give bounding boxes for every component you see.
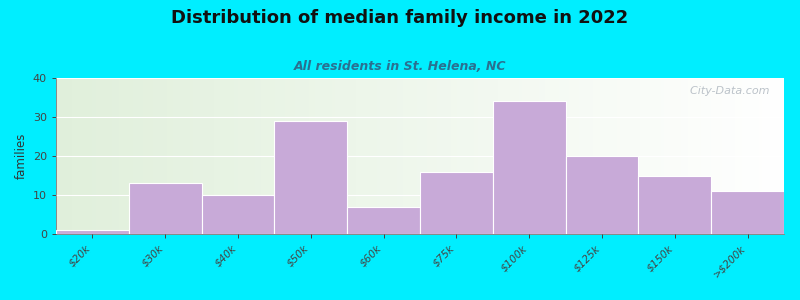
- Text: All residents in St. Helena, NC: All residents in St. Helena, NC: [294, 60, 506, 73]
- Bar: [493, 101, 566, 234]
- Text: Distribution of median family income in 2022: Distribution of median family income in …: [171, 9, 629, 27]
- Y-axis label: families: families: [14, 133, 27, 179]
- Bar: [566, 156, 638, 234]
- Bar: [420, 172, 493, 234]
- Bar: [202, 195, 274, 234]
- Text: City-Data.com: City-Data.com: [683, 86, 770, 96]
- Bar: [56, 230, 129, 234]
- Bar: [129, 183, 202, 234]
- Bar: [274, 121, 347, 234]
- Bar: [638, 176, 711, 234]
- Bar: [711, 191, 784, 234]
- Bar: [347, 207, 420, 234]
